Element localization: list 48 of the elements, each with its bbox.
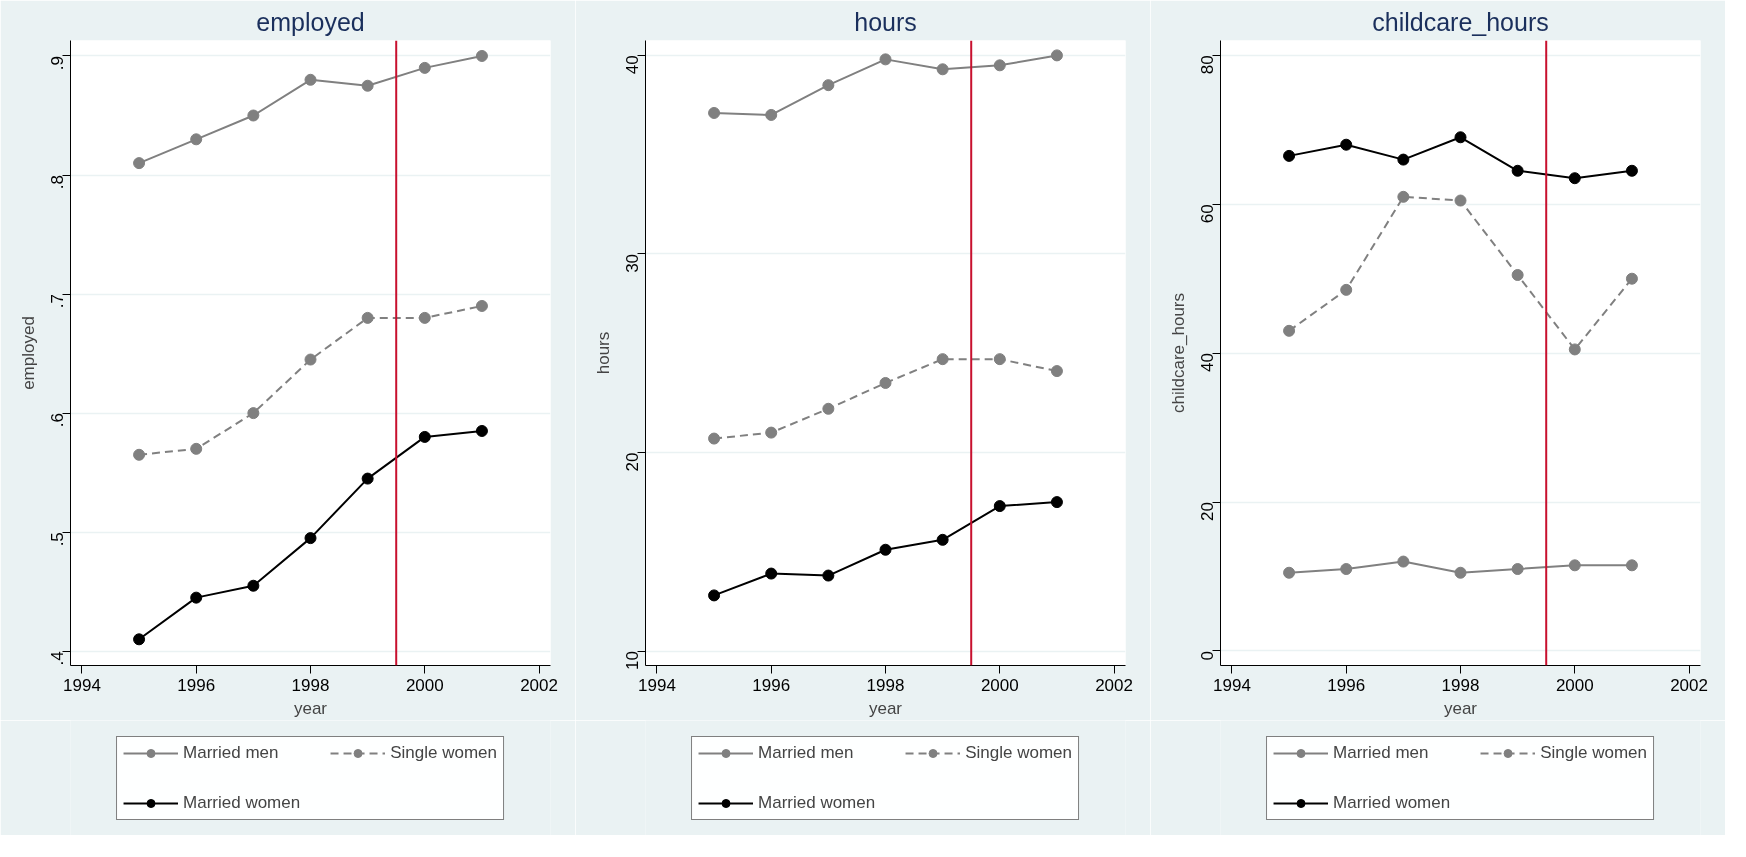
legend-label: Single women (965, 742, 1072, 763)
y-tick-label: 40 (1198, 353, 1218, 373)
y-tick-label: .5 (48, 532, 68, 547)
legend-label: Married women (758, 792, 876, 813)
x-tick-label: 1994 (638, 675, 676, 695)
legend-label: Married women (183, 792, 301, 813)
x-tick-label: 1996 (177, 675, 216, 695)
y-tick-label: 40 (623, 55, 643, 75)
x-tick-label: 1996 (752, 675, 791, 695)
x-axis-title: year (868, 698, 903, 718)
y-axis-title: childcare_hours (1168, 292, 1188, 414)
legend-label: Single women (390, 742, 497, 763)
x-tick-label: 2002 (520, 675, 558, 695)
x-tick-label: 2000 (980, 675, 1019, 695)
legend-label: Married men (183, 742, 279, 763)
y-tick-label: .8 (48, 175, 68, 190)
y-tick-label: .9 (48, 55, 68, 71)
y-tick-label: 80 (1198, 55, 1218, 75)
y-tick-label: .7 (48, 294, 68, 309)
x-tick-label: 1998 (1441, 675, 1480, 695)
x-tick-label: 1994 (63, 675, 101, 695)
x-tick-label: 1998 (866, 675, 905, 695)
x-axis-title: year (1443, 698, 1478, 718)
legend-label: Married women (1333, 792, 1451, 813)
legend-label: Single women (1540, 742, 1647, 763)
y-axis-title: hours (593, 331, 613, 375)
x-tick-label: 2000 (1555, 675, 1594, 695)
x-tick-label: 1998 (291, 675, 330, 695)
y-tick-label: 30 (623, 253, 643, 273)
chart-title: hours (854, 7, 917, 36)
y-tick-label: .4 (48, 651, 68, 666)
legend-label: Married men (758, 742, 854, 763)
y-tick-label: 10 (623, 650, 643, 670)
y-tick-label: .6 (48, 413, 68, 428)
x-tick-label: 2002 (1095, 675, 1133, 695)
y-tick-label: 60 (1198, 204, 1218, 224)
y-tick-label: 20 (1198, 502, 1218, 521)
legend-label: Married men (1333, 742, 1429, 763)
x-tick-label: 1996 (1327, 675, 1366, 695)
x-tick-label: 1994 (1213, 675, 1251, 695)
chart-title: employed (256, 7, 365, 36)
x-tick-label: 2000 (405, 675, 444, 695)
y-tick-label: 20 (623, 452, 643, 472)
y-tick-label: 0 (1198, 650, 1218, 661)
x-tick-label: 2002 (1670, 675, 1708, 695)
y-axis-title: employed (18, 316, 38, 390)
x-axis-title: year (293, 698, 328, 718)
chart-title: childcare_hours (1372, 7, 1549, 36)
